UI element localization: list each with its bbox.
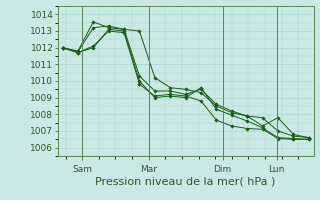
X-axis label: Pression niveau de la mer( hPa ): Pression niveau de la mer( hPa ) — [95, 177, 276, 187]
